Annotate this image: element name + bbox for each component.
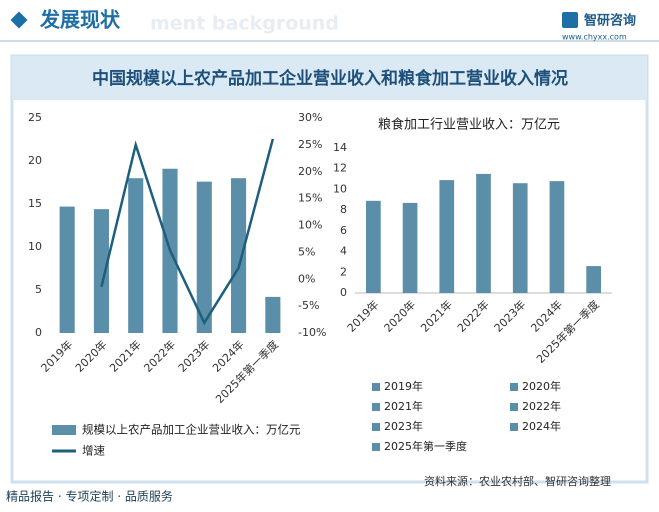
bar [265, 296, 281, 333]
legend-label: 2022年 [522, 399, 561, 413]
legend-swatch [510, 403, 518, 411]
brand-logo [562, 12, 578, 28]
y-tick-label: 14 [333, 141, 347, 154]
bar [366, 200, 381, 293]
bar [476, 173, 491, 293]
chart-title: 粮食加工行业营业收入：万亿元 [378, 117, 560, 133]
header-title: 发展现状 [39, 8, 121, 32]
legend-label: 增速 [82, 444, 105, 458]
footer-source: 资料来源：农业农村部、智研咨询整理 [424, 474, 611, 488]
y-tick-label: 20 [28, 154, 42, 167]
y-tick-label: 15 [28, 197, 42, 210]
legend-label: 2020年 [522, 379, 561, 393]
bar [549, 181, 565, 293]
legend-swatch [372, 423, 380, 431]
y2-tick-label: -10% [298, 326, 326, 339]
y-tick-label: 4 [340, 245, 347, 258]
legend-label: 2021年 [384, 399, 423, 413]
y-tick-label: 0 [35, 326, 42, 339]
bar [59, 206, 75, 333]
y-tick-label: 0 [340, 286, 347, 299]
y-tick-label: 10 [28, 240, 42, 253]
y-tick-label: 12 [333, 162, 347, 175]
legend-swatch [372, 383, 380, 391]
banner-title: 中国规模以上农产品加工企业营业收入和粮食加工营业收入情况 [92, 68, 568, 89]
y2-tick-label: -5% [298, 299, 319, 312]
line [100, 138, 275, 326]
bar [196, 181, 212, 333]
legend-swatch [510, 423, 518, 431]
y2-tick-label: 5% [298, 245, 315, 258]
footer-slogan: 精品报告 · 专项定制 · 品质服务 [6, 489, 173, 504]
bar [402, 202, 418, 293]
bar [512, 183, 528, 293]
brand-url: www.chyxx.com [562, 33, 627, 42]
y-tick-label: 6 [340, 224, 347, 237]
y2-tick-label: 20% [298, 165, 322, 178]
legend-swatch [510, 383, 518, 391]
brand: 智研咨询 [584, 13, 636, 29]
legend-label: 2023年 [384, 419, 423, 433]
y2-tick-label: 30% [298, 111, 322, 124]
y-tick-label: 2 [340, 265, 347, 278]
bar [586, 266, 601, 293]
bar [93, 209, 109, 333]
legend-label: 2019年 [384, 379, 423, 393]
banner [12, 56, 647, 100]
y-tick-label: 8 [340, 203, 347, 216]
bar [231, 178, 247, 333]
y2-tick-label: 15% [298, 192, 322, 205]
legend-swatch [52, 425, 76, 435]
legend-label: 2025年第一季度 [384, 439, 467, 453]
y-tick-label: 25 [28, 111, 42, 124]
y-tick-label: 5 [35, 283, 42, 296]
y2-tick-label: 10% [298, 219, 322, 232]
y-tick-label: 10 [333, 182, 347, 195]
y2-tick-label: 0% [298, 272, 315, 285]
background-text: ment background [150, 13, 339, 35]
legend-swatch [372, 403, 380, 411]
y2-tick-label: 25% [298, 138, 322, 151]
legend-swatch [372, 443, 380, 451]
legend-label: 2024年 [522, 419, 561, 433]
bar [439, 180, 455, 293]
bar [128, 178, 144, 333]
legend-label: 规模以上农产品加工企业营业收入：万亿元 [82, 423, 301, 437]
